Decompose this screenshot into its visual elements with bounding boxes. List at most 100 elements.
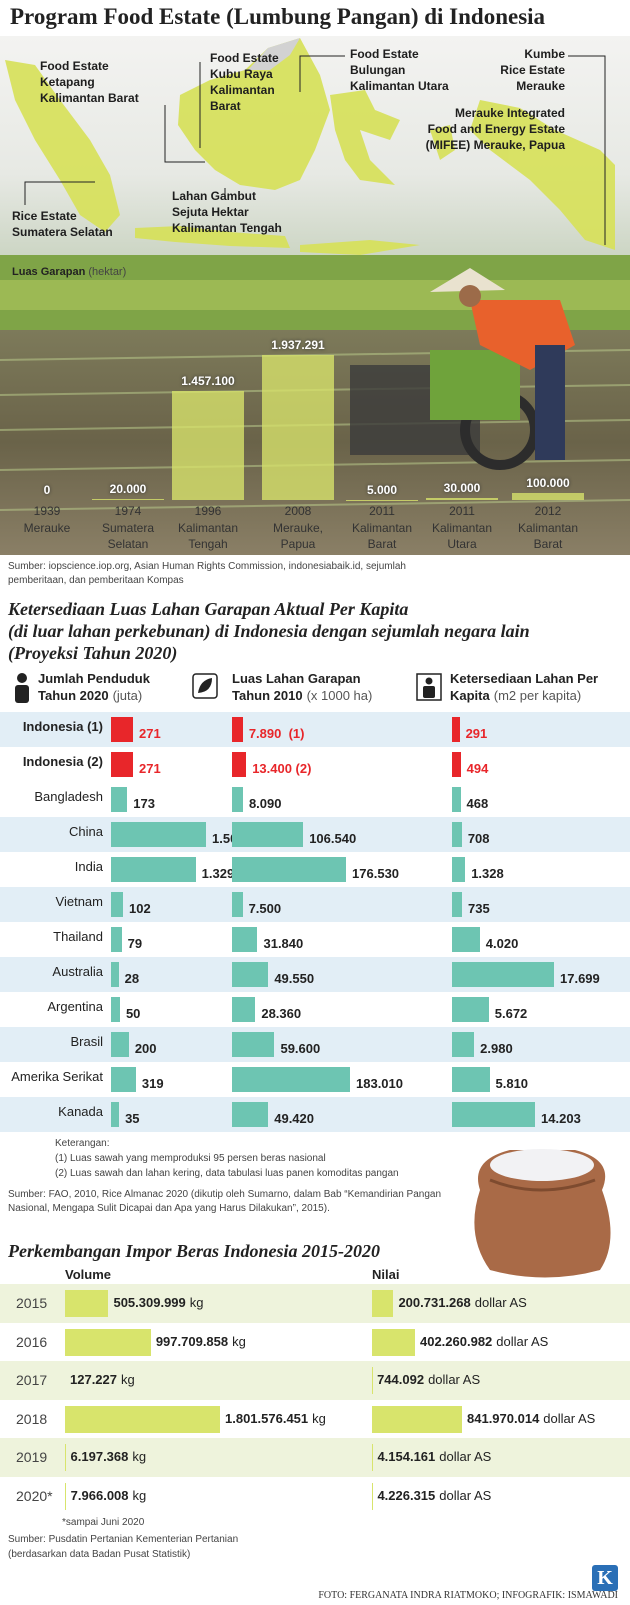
footnote: *sampai Juni 2020 [62, 1517, 145, 1528]
row-label: Indonesia (1) [22, 719, 103, 734]
map-label: Food Estate Kubu Raya Kalimantan Barat [210, 50, 279, 114]
bar [452, 1067, 490, 1092]
map-label: Lahan Gambut Sejuta Hektar Kalimantan Teng… [172, 188, 282, 236]
bar [372, 1328, 415, 1356]
bar [452, 1102, 536, 1127]
source: Sumber: Pusdatin Pertanian Kementerian P… [8, 1534, 239, 1545]
x-tick-label: 2011 [369, 504, 395, 518]
logo: K [597, 1567, 613, 1589]
bar [512, 492, 584, 500]
value-label: 8.090 [248, 796, 282, 811]
value-label: 4.020 [485, 936, 519, 951]
bar [262, 355, 334, 500]
value-label: 100.000 [526, 475, 570, 490]
value-label: 200 [134, 1041, 157, 1056]
value-label: 31.840 [263, 936, 304, 951]
row-label: 2020* [16, 1487, 53, 1504]
map-label-line: Rice Estate [12, 209, 77, 223]
bar [426, 497, 498, 500]
map-label-line: Merauke [516, 79, 565, 93]
value-number: 127.227 [70, 1372, 117, 1387]
value-number: 841.970.014 [467, 1410, 540, 1426]
column-name: Jumlah Penduduk Tahun 2020 [38, 671, 150, 703]
bar [111, 997, 120, 1022]
row-label: Australia [52, 964, 103, 979]
map-label: Food Estate Bulungan Kalimantan Utara [350, 46, 449, 94]
value-label: 271 [139, 726, 161, 741]
row-label: India [74, 859, 103, 874]
value-label: 6.197.368 kg [71, 1449, 147, 1464]
value-label: 1.328 [471, 866, 504, 881]
map-label-line: Merauke Integrated [454, 106, 565, 120]
map-label-line: Food Estate [210, 51, 279, 65]
bar [372, 1290, 394, 1317]
x-tick-label: 2011 [449, 504, 475, 518]
value-number: 997.709.858 [155, 1333, 229, 1349]
column-header: Ketersediaan Lahan Per Kapita (m2 per kap… [450, 670, 620, 704]
bar [232, 822, 304, 847]
bar [452, 1032, 475, 1057]
map-label-line: Kalimantan [210, 83, 275, 97]
bar [111, 1032, 129, 1057]
map-label-line: Bulungan [350, 63, 406, 77]
bar [172, 390, 244, 500]
bar [232, 752, 247, 777]
value-label: 319 [141, 1076, 164, 1091]
bar [232, 1067, 350, 1092]
value-unit: dollar AS [439, 1449, 492, 1464]
section-title: Ketersediaan Luas Lahan Garapan Aktual P… [8, 599, 409, 619]
header-icons [15, 673, 442, 703]
value-label: 50 [125, 1006, 141, 1021]
x-tick-sublabel: Sumatera Selatan [101, 521, 155, 551]
bar [452, 752, 461, 777]
bar [452, 962, 554, 987]
x-tick-sublabel: Kalimantan Utara [431, 521, 493, 551]
map-label-line: Sumatera Selatan [12, 225, 113, 239]
value-label: 494 [466, 761, 489, 776]
value-label: 20.000 [109, 481, 147, 496]
bar [232, 1032, 275, 1057]
value-number: 7.966.008 [70, 1487, 129, 1503]
value-label: 735 [467, 901, 490, 916]
note: Keterangan: [55, 1138, 110, 1149]
farmer [350, 268, 575, 470]
map-label-line: Kalimantan Utara [350, 79, 449, 93]
bar [232, 1102, 269, 1127]
bar [232, 927, 258, 952]
row-label: 2018 [16, 1410, 48, 1427]
value-label: 7.500 [248, 901, 282, 916]
value-unit: kg [132, 1449, 147, 1464]
bar [65, 1328, 151, 1356]
bar [111, 892, 124, 917]
value-unit: kg [189, 1295, 204, 1310]
column-name: Ketersediaan Lahan Per Kapita [450, 671, 599, 703]
value-unit: dollar AS [496, 1333, 549, 1349]
row-label: 2017 [16, 1372, 48, 1388]
row-label: Argentina [47, 999, 103, 1014]
map-label-line: Food and Energy Estate [427, 122, 565, 136]
value-number: 4.154.161 [377, 1449, 436, 1464]
value-label: 176.530 [352, 866, 400, 881]
value-label: 468 [466, 796, 489, 811]
x-tick-sublabel: Kalimantan Tengah [177, 521, 239, 551]
value-unit: dollar AS [428, 1372, 481, 1387]
bar [65, 1405, 220, 1433]
map-label: Merauke Integrated Food and Energy Estate… [426, 105, 565, 153]
map-label-line: Food Estate [40, 59, 109, 73]
value-label: 200.731.268 dollar AS [398, 1295, 526, 1310]
value-label: 1.457.100 [181, 373, 235, 388]
bar [372, 1405, 462, 1433]
row-label: China [69, 824, 103, 839]
bar [232, 892, 243, 917]
map-label: Rice Estate Sumatera Selatan [12, 208, 113, 240]
value-label: 28.360 [261, 1006, 302, 1021]
section-title: (di luar lahan perkebunan) di Indonesia … [8, 621, 530, 641]
rice-sack [474, 1149, 611, 1278]
value-label: 744.092 dollar AS [377, 1372, 480, 1387]
bar [111, 822, 206, 847]
value-label: 79 [127, 936, 143, 951]
map-label-line: Kalimantan Barat [40, 91, 139, 105]
value-label: 183.010 [356, 1076, 403, 1091]
value-label: 708 [467, 831, 490, 846]
